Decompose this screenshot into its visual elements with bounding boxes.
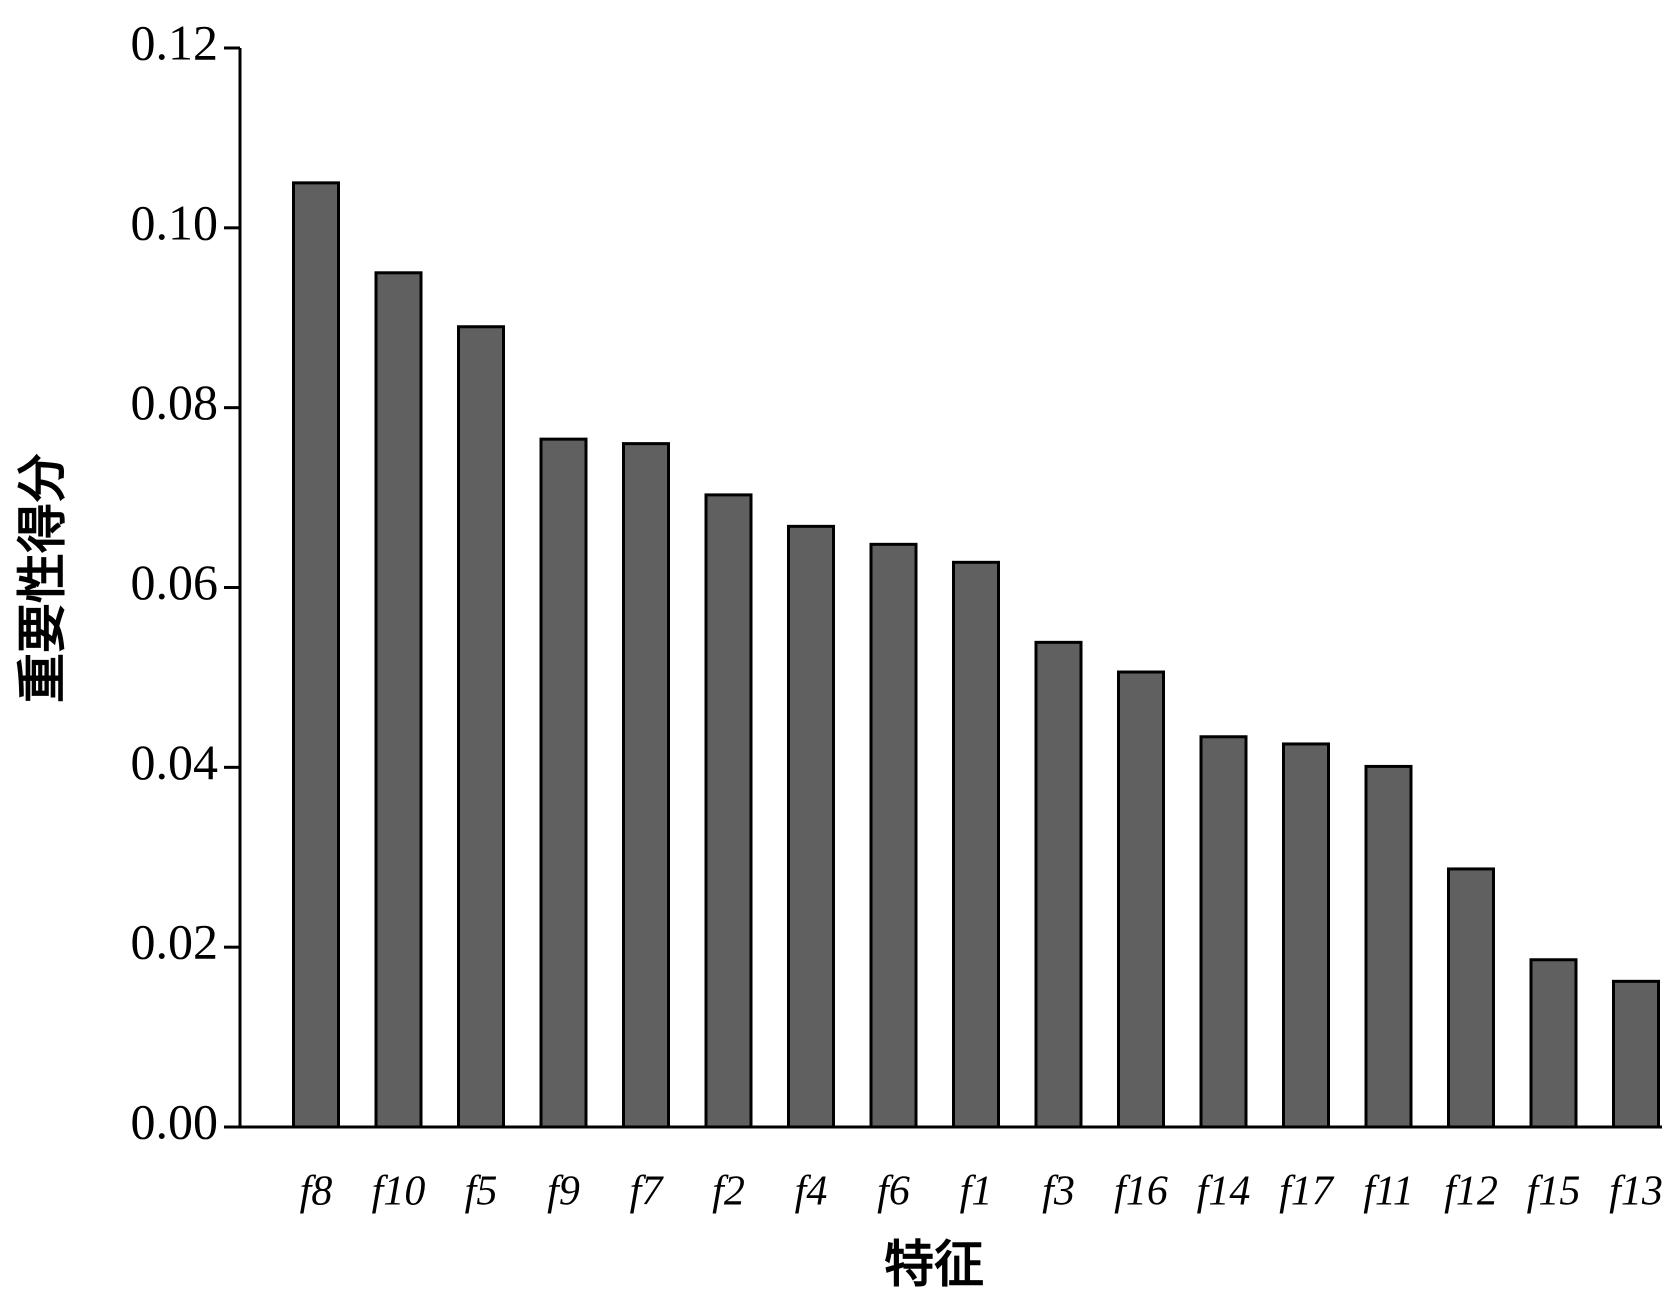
x-tick-label: f16	[1114, 1169, 1168, 1215]
bar	[1282, 742, 1330, 1129]
x-tick-label: f9	[547, 1169, 580, 1215]
y-tick-label: 0.08	[131, 374, 219, 430]
x-tick-label: f2	[712, 1169, 745, 1215]
x-tick-label: f12	[1444, 1169, 1498, 1215]
x-tick-label: f14	[1197, 1169, 1251, 1215]
y-tick-label: 0.00	[131, 1093, 219, 1149]
x-tick-label: f3	[1042, 1169, 1075, 1215]
bar	[1612, 979, 1660, 1129]
y-tick-label: 0.12	[131, 14, 219, 70]
bar	[457, 325, 505, 1129]
x-tick-label: f15	[1527, 1169, 1581, 1215]
bar	[1447, 867, 1495, 1129]
x-tick-label: f10	[372, 1169, 426, 1215]
y-tick-label: 0.06	[131, 554, 219, 610]
y-axis-label: 重要性得分	[14, 453, 72, 703]
bar	[1117, 670, 1165, 1129]
x-tick-label: f13	[1609, 1169, 1663, 1215]
y-tick-label: 0.02	[131, 914, 219, 970]
bar	[1034, 640, 1083, 1129]
x-tick-label: f7	[630, 1169, 665, 1215]
bar	[704, 493, 753, 1129]
bar	[539, 437, 588, 1129]
x-tick-label: f8	[300, 1169, 333, 1215]
bar	[869, 542, 918, 1129]
x-tick-label: f5	[465, 1169, 498, 1215]
x-tick-label: f4	[795, 1169, 828, 1215]
bar	[1199, 735, 1248, 1129]
bar	[952, 560, 1000, 1129]
x-tick-label: f1	[960, 1169, 993, 1215]
x-axis-label: 特征	[884, 1236, 984, 1294]
bar	[292, 181, 340, 1129]
x-tick-label: f17	[1279, 1169, 1335, 1215]
x-tick-label: f11	[1363, 1169, 1414, 1215]
bar	[787, 524, 835, 1129]
bar	[1364, 764, 1413, 1129]
bar	[374, 271, 423, 1129]
x-tick-label: f6	[877, 1169, 910, 1215]
bar	[622, 442, 670, 1129]
bar	[1529, 958, 1578, 1129]
y-tick-label: 0.10	[131, 194, 219, 250]
y-tick-label: 0.04	[131, 734, 219, 790]
